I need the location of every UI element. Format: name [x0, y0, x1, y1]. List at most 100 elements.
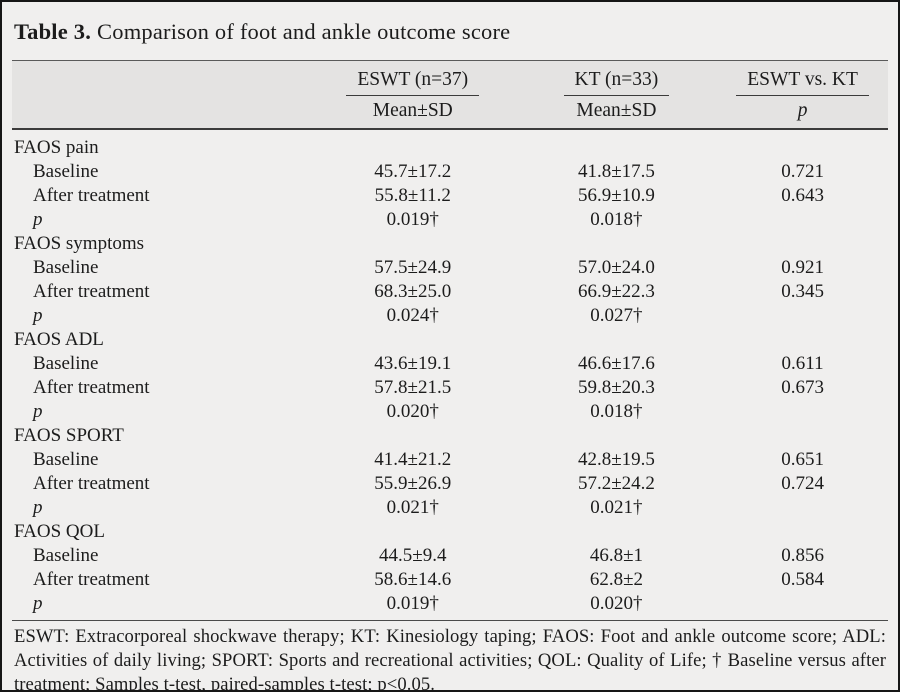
section-label: FAOS SPORT — [14, 425, 124, 447]
table-row: Baseline 44.5±9.4 46.8±1 0.856 — [12, 544, 888, 568]
section-row: FAOS pain — [12, 129, 888, 160]
row-label: After treatment — [33, 185, 150, 207]
kt-value: 46.8±1 — [589, 545, 644, 567]
eswt-value: 68.3±25.0 — [374, 281, 452, 303]
table-number: Table 3. — [14, 19, 92, 44]
p-value — [717, 208, 888, 232]
eswt-value: 45.7±17.2 — [374, 161, 452, 183]
eswt-value: 58.6±14.6 — [374, 569, 452, 591]
row-label: Baseline — [33, 161, 99, 183]
header-group-vs: ESWT vs. KT — [717, 60, 888, 97]
table-title: Table 3. Comparison of foot and ankle out… — [2, 2, 898, 60]
table-row: After treatment 57.8±21.5 59.8±20.3 0.673 — [12, 376, 888, 400]
row-label: After treatment — [33, 473, 150, 495]
table-row: Baseline 43.6±19.1 46.6±17.6 0.611 — [12, 352, 888, 376]
p-value: 0.584 — [781, 569, 824, 591]
eswt-value: 57.8±21.5 — [374, 377, 452, 399]
eswt-value: 57.5±24.9 — [374, 257, 452, 279]
p-value: 0.724 — [781, 473, 824, 495]
table-body: FAOS pain Baseline 45.7±17.2 41.8±17.5 0.721… — [12, 129, 888, 616]
header-empty-cell — [12, 60, 310, 97]
row-label: After treatment — [33, 377, 150, 399]
kt-value: 0.018† — [590, 401, 643, 423]
kt-value: 56.9±10.9 — [577, 185, 655, 207]
kt-value: 46.6±17.6 — [577, 353, 655, 375]
row-label: p — [33, 497, 43, 519]
header-group-kt: KT (n=33) — [515, 60, 718, 97]
p-value: 0.673 — [781, 377, 824, 399]
row-label: p — [33, 209, 43, 231]
p-value — [717, 304, 888, 328]
row-label: Baseline — [33, 257, 99, 279]
table-caption: Comparison of foot and ankle outcome sco… — [97, 19, 511, 44]
table-row: After treatment 68.3±25.0 66.9±22.3 0.345 — [12, 280, 888, 304]
section-row: FAOS ADL — [12, 328, 888, 352]
kt-value: 57.0±24.0 — [577, 257, 655, 279]
kt-value: 0.021† — [590, 497, 643, 519]
header-empty-cell — [12, 96, 310, 131]
header-group-eswt: ESWT (n=37) — [309, 60, 516, 97]
table-row: After treatment 55.8±11.2 56.9±10.9 0.643 — [12, 184, 888, 208]
eswt-value: 0.020† — [386, 401, 439, 423]
kt-value: 57.2±24.2 — [577, 473, 655, 495]
p-value — [717, 592, 888, 616]
kt-value: 41.8±17.5 — [577, 161, 655, 183]
section-label: FAOS ADL — [14, 329, 104, 351]
eswt-value: 43.6±19.1 — [374, 353, 452, 375]
row-label: p — [33, 401, 43, 423]
p-value: 0.921 — [781, 257, 824, 279]
table-row: p 0.020† 0.018† — [12, 400, 888, 424]
eswt-value: 0.024† — [386, 305, 439, 327]
table-header: ESWT (n=37) KT (n=33) ESWT vs. KT Mean±S… — [12, 60, 888, 131]
p-value — [717, 400, 888, 424]
section-row: FAOS QOL — [12, 520, 888, 544]
section-label: FAOS QOL — [14, 521, 105, 543]
section-label: FAOS symptoms — [14, 233, 145, 255]
header-sub-eswt-label: Mean±SD — [372, 100, 453, 122]
header-sub-p: p — [717, 96, 888, 131]
kt-value: 59.8±20.3 — [577, 377, 655, 399]
row-label: p — [33, 305, 43, 327]
p-value — [717, 496, 888, 520]
eswt-value: 41.4±21.2 — [374, 449, 452, 471]
header-sub-kt-label: Mean±SD — [576, 100, 657, 122]
row-label: Baseline — [33, 545, 99, 567]
header-group-vs-label: ESWT vs. KT — [736, 69, 869, 97]
table-row: p 0.024† 0.027† — [12, 304, 888, 328]
p-value: 0.611 — [781, 353, 824, 375]
row-label: After treatment — [33, 281, 150, 303]
header-group-row: ESWT (n=37) KT (n=33) ESWT vs. KT — [12, 60, 888, 97]
kt-value: 42.8±19.5 — [577, 449, 655, 471]
header-group-eswt-label: ESWT (n=37) — [346, 69, 480, 97]
row-label: p — [33, 593, 43, 615]
row-label: Baseline — [33, 353, 99, 375]
header-sub-row: Mean±SD Mean±SD p — [12, 96, 888, 131]
table-row: After treatment 55.9±26.9 57.2±24.2 0.724 — [12, 472, 888, 496]
table-row: Baseline 45.7±17.2 41.8±17.5 0.721 — [12, 160, 888, 184]
table-row: Baseline 57.5±24.9 57.0±24.0 0.921 — [12, 256, 888, 280]
header-sub-kt: Mean±SD — [515, 96, 718, 131]
table-row: After treatment 58.6±14.6 62.8±2 0.584 — [12, 568, 888, 592]
row-label: After treatment — [33, 569, 150, 591]
eswt-value: 44.5±9.4 — [379, 545, 447, 567]
outcome-table: ESWT (n=37) KT (n=33) ESWT vs. KT Mean±S… — [12, 60, 888, 616]
kt-value: 0.027† — [590, 305, 643, 327]
p-value: 0.345 — [781, 281, 824, 303]
section-label: FAOS pain — [14, 137, 99, 159]
table-row: p 0.019† 0.018† — [12, 208, 888, 232]
eswt-value: 0.019† — [386, 209, 439, 231]
kt-value: 66.9±22.3 — [577, 281, 655, 303]
table-zone: ESWT (n=37) KT (n=33) ESWT vs. KT Mean±S… — [12, 60, 888, 690]
table-footnote: ESWT: Extracorporeal shockwave therapy; … — [12, 620, 888, 690]
kt-value: 0.018† — [590, 209, 643, 231]
header-group-kt-label: KT (n=33) — [563, 69, 670, 97]
p-value: 0.651 — [781, 449, 824, 471]
p-value: 0.643 — [781, 185, 824, 207]
kt-value: 62.8±2 — [589, 569, 644, 591]
section-row: FAOS symptoms — [12, 232, 888, 256]
header-sub-eswt: Mean±SD — [309, 96, 516, 131]
kt-value: 0.020† — [590, 593, 643, 615]
table-row: p 0.021† 0.021† — [12, 496, 888, 520]
row-label: Baseline — [33, 449, 99, 471]
